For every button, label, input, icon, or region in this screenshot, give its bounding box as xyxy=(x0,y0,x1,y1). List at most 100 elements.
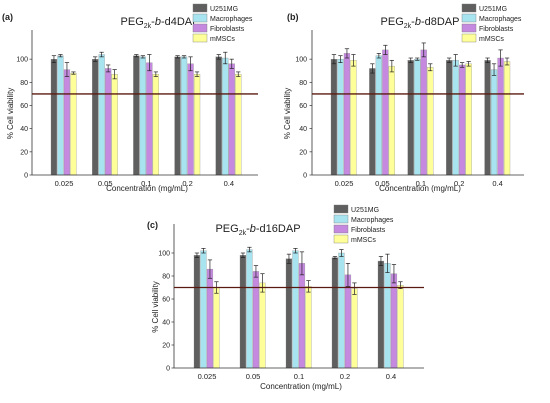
legend-label: Macrophages xyxy=(210,16,253,23)
bar xyxy=(180,56,188,176)
x-tick-label: 0.025 xyxy=(55,179,74,188)
y-tick-label: 80 xyxy=(299,80,307,87)
bar xyxy=(139,56,146,176)
bar xyxy=(187,63,194,176)
bar xyxy=(298,263,306,369)
x-axis-label: Concentration (mg/mL) xyxy=(106,184,188,193)
bar xyxy=(384,263,391,369)
legend-swatch xyxy=(461,3,477,13)
bar xyxy=(133,55,140,176)
title-part: PEG xyxy=(381,16,404,28)
bar xyxy=(420,49,427,176)
bar xyxy=(206,268,214,369)
bar xyxy=(152,74,159,176)
chart-title: PEG2k-b-d8DAP xyxy=(381,16,460,30)
bar xyxy=(259,282,266,369)
legend-swatch xyxy=(333,224,349,234)
legend-swatch xyxy=(192,23,208,33)
x-tick-label: 0.4 xyxy=(492,179,502,188)
legend-label: Fibroblasts xyxy=(351,227,386,234)
bar xyxy=(246,249,253,369)
bar xyxy=(331,257,339,369)
x-axis-label: Concentration (mg/mL) xyxy=(260,382,342,391)
y-tick-label: 20 xyxy=(299,149,307,156)
title-subscript: 2k xyxy=(404,23,412,30)
bar xyxy=(503,61,511,176)
y-tick-label: 60 xyxy=(299,103,307,110)
bar xyxy=(92,59,99,176)
y-tick-label: 80 xyxy=(20,80,28,87)
title-part: -d16DAP xyxy=(256,223,301,235)
y-tick-label: 80 xyxy=(162,274,170,281)
x-tick-label: 0.05 xyxy=(98,179,113,188)
bar xyxy=(382,49,389,176)
panel-label: (b) xyxy=(287,12,299,22)
bar xyxy=(50,59,58,176)
x-tick-label: 0.05 xyxy=(246,372,261,381)
legend-label: U251MG xyxy=(351,207,379,214)
legend-swatch xyxy=(461,33,477,43)
chart-panel-b: (b) PEG2k-b-d8DAP 0.025 0.05 0.1 0.2 0.4 0 20 40 6… xyxy=(283,3,524,193)
bar xyxy=(414,59,421,176)
chart-title: PEG2k-b-d4DAP xyxy=(121,16,200,30)
bar xyxy=(350,60,357,176)
bar xyxy=(407,60,414,176)
title-part: - xyxy=(151,16,155,28)
bar xyxy=(337,59,344,176)
bar xyxy=(63,69,71,176)
title-italic: b xyxy=(415,16,421,28)
y-tick-label: 0 xyxy=(24,173,28,180)
chart-panel-c: (c) PEG2k-b-d16DAP 0.025 0.05 0.1 0.2 0.4 0 20 40… xyxy=(147,204,424,391)
legend-swatch xyxy=(461,13,477,23)
title-part: -d8DAP xyxy=(421,16,460,28)
legend-swatch xyxy=(461,23,477,33)
title-part: PEG xyxy=(215,223,238,235)
bar xyxy=(193,74,201,176)
bar xyxy=(490,69,498,176)
legend-swatch xyxy=(192,3,208,13)
y-tick-label: 0 xyxy=(303,173,307,180)
y-axis-label: % Cell viability xyxy=(6,88,15,140)
legend-label: mMSCs xyxy=(210,36,235,43)
legend: U251MG Macrophages Fibroblasts mMSCs xyxy=(461,3,522,43)
x-tick-label: 0.025 xyxy=(198,372,217,381)
y-tick-label: 60 xyxy=(162,297,170,304)
y-tick-label: 40 xyxy=(162,320,170,327)
title-italic: b xyxy=(250,223,256,235)
bar xyxy=(484,60,491,176)
bar xyxy=(252,271,260,369)
bar xyxy=(388,65,395,176)
y-axis-label: % Cell viability xyxy=(283,88,292,140)
bar xyxy=(215,56,222,176)
legend-swatch xyxy=(192,13,208,23)
chart-panel-a: (a) PEG2k-b-d4DAP 0.025 0.05 0.1 0.2 0.4 0 20 40 6… xyxy=(2,3,258,193)
y-axis-label: % Cell viability xyxy=(151,281,160,333)
legend-swatch xyxy=(192,33,208,43)
bar xyxy=(427,67,434,176)
legend-label: mMSCs xyxy=(351,237,376,244)
bar xyxy=(375,55,382,176)
bar xyxy=(111,74,118,176)
legend-label: Fibroblasts xyxy=(210,26,245,33)
title-subscript: 2k xyxy=(144,23,152,30)
bar xyxy=(338,252,345,369)
chart-title: PEG2k-b-d16DAP xyxy=(215,223,300,237)
bar xyxy=(344,274,352,369)
legend-label: U251MG xyxy=(210,6,238,13)
y-tick-label: 100 xyxy=(158,251,170,258)
y-tick-label: 40 xyxy=(20,126,28,133)
bar xyxy=(285,258,293,369)
title-part: PEG xyxy=(121,16,144,28)
legend-label: Macrophages xyxy=(351,217,394,224)
legend-label: Macrophages xyxy=(479,16,522,23)
y-tick-label: 60 xyxy=(20,103,28,110)
bar xyxy=(459,64,466,176)
bar xyxy=(70,72,77,176)
x-axis-label: Concentration (mg/mL) xyxy=(379,184,461,193)
legend-swatch xyxy=(333,234,349,244)
y-tick-label: 100 xyxy=(16,57,28,64)
bar xyxy=(497,57,504,176)
bar xyxy=(446,60,453,176)
bar xyxy=(305,286,312,369)
